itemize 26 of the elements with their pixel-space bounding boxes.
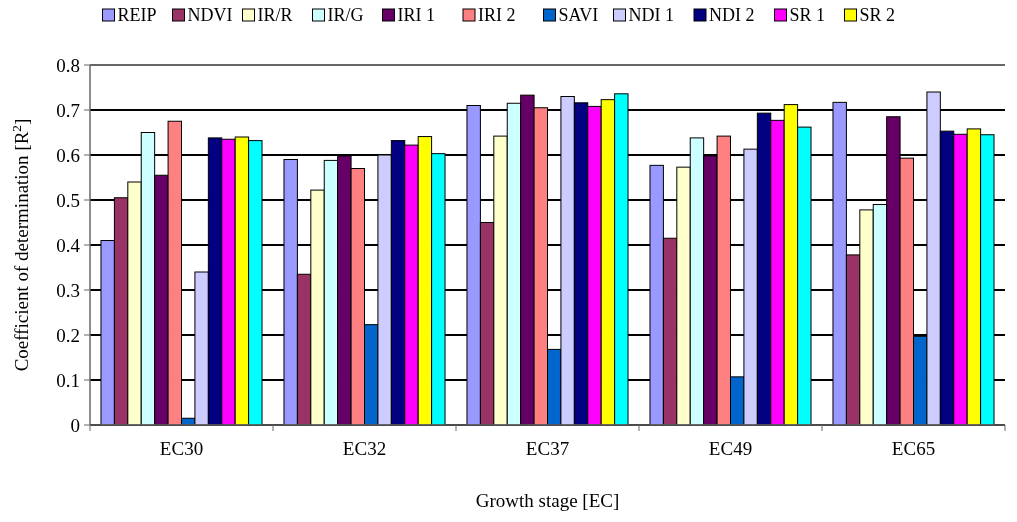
y-tick-label: 0.6 [56, 144, 80, 166]
legend-label: SAVI [558, 5, 599, 26]
legend-label: IRI 1 [397, 5, 435, 26]
x-axis-title: Growth stage [EC] [475, 490, 620, 511]
y-tick-label: 0.5 [56, 189, 80, 211]
y-tick-label: 0.7 [56, 99, 80, 121]
y-tick-label: 0.8 [56, 54, 80, 76]
legend-label: IRI 2 [478, 5, 516, 26]
legend-label: IR/G [327, 5, 364, 26]
y-tick-label: 0 [70, 414, 80, 436]
legend-label: REIP [117, 5, 157, 26]
legend-label: SR 2 [859, 5, 896, 26]
legend-label: SR 1 [789, 5, 826, 26]
x-tick-label: EC32 [342, 438, 387, 459]
y-tick-label: 0.4 [56, 234, 81, 256]
x-tick-label: EC37 [525, 438, 570, 459]
x-tick-label: EC30 [159, 438, 204, 459]
legend-label: NDI 1 [628, 5, 674, 26]
legend-label: NDI 2 [709, 5, 755, 26]
y-tick-label: 0.3 [56, 279, 80, 301]
y-tick-label: 0.2 [56, 324, 80, 346]
legend-label: IR/R [257, 5, 293, 26]
y-tick-label: 0.1 [56, 369, 80, 391]
x-tick-label: EC65 [891, 438, 936, 459]
legend-label: NDVI [187, 5, 233, 26]
x-tick-label: EC49 [708, 438, 753, 459]
